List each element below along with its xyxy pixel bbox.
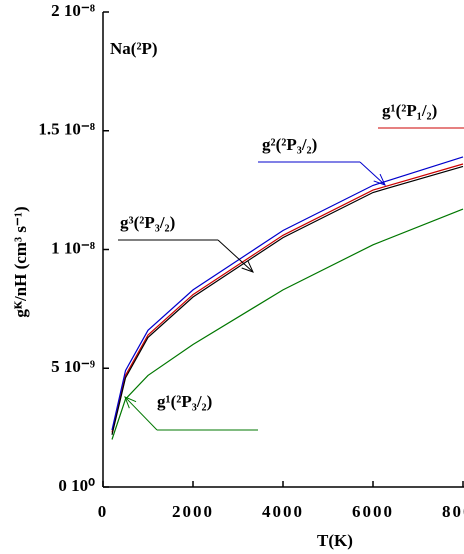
- label-arrow: [124, 396, 158, 431]
- y-tick-label: 5 10⁻⁹: [51, 357, 95, 376]
- y-tick-label: 1 10⁻⁸: [51, 238, 95, 257]
- x-tick-label: 8000: [442, 502, 464, 521]
- arrow-head: [241, 260, 254, 273]
- arrow-head: [373, 173, 386, 186]
- y-tick-label: 1.5 10⁻⁸: [38, 120, 95, 139]
- chart-title: Na(²P): [110, 39, 158, 58]
- arrow-head: [124, 396, 137, 409]
- x-axis-label: T(K): [317, 531, 353, 550]
- data-line: [111, 156, 464, 431]
- y-tick-label: 0 10⁰: [58, 476, 95, 495]
- x-tick-label: 0: [98, 502, 109, 521]
- y-axis-label: gᴷ/nH (cm³ s⁻¹): [11, 206, 30, 317]
- x-tick-label: 4000: [262, 502, 304, 521]
- data-line: [111, 165, 464, 435]
- x-tick-label: 2000: [172, 502, 214, 521]
- series-label: g¹(²P₁/₂): [382, 101, 437, 120]
- series-label: g³(²P₃/₂): [120, 213, 175, 232]
- label-arrow: [217, 239, 254, 273]
- y-tick-label: 2 10⁻⁸: [51, 1, 95, 20]
- label-arrow: [359, 161, 386, 186]
- series-label: g²(²P₃/₂): [262, 135, 317, 154]
- x-tick-label: 6000: [352, 502, 394, 521]
- series-label: g¹(²P₃/₂): [157, 392, 212, 411]
- data-line: [111, 163, 464, 433]
